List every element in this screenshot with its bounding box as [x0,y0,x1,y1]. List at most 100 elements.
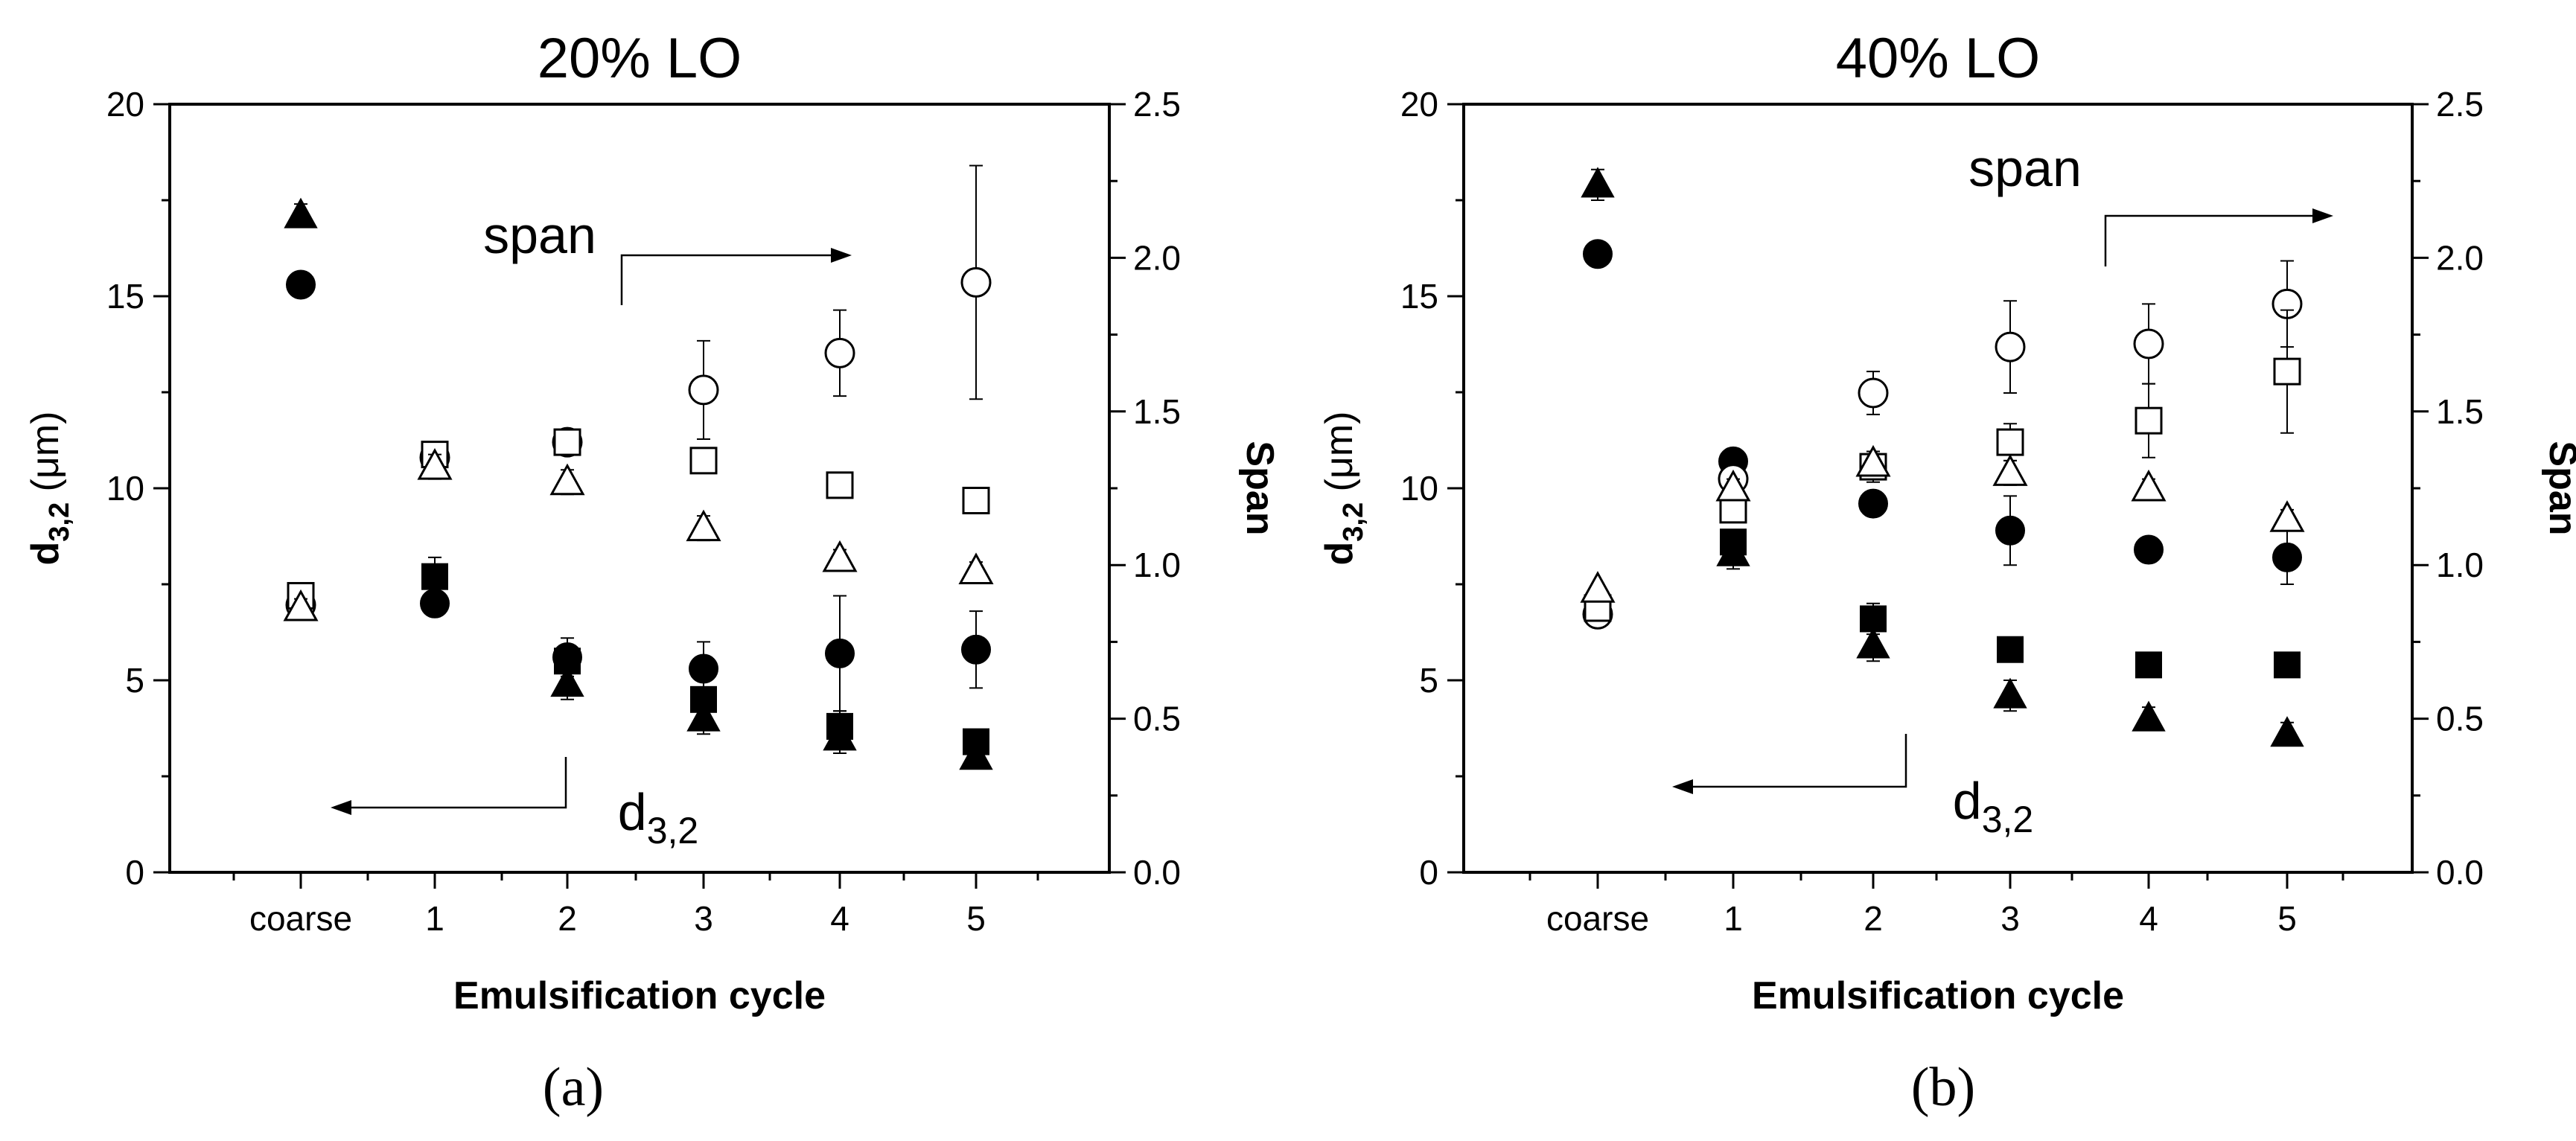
data-point [2135,651,2162,679]
data-point [689,653,718,684]
y2-tick-label: 0.0 [2436,853,2484,892]
panel-caption: (b) [1911,1057,1975,1118]
span-arrow-head [831,248,852,263]
data-point [688,374,719,406]
x-tick-label: 5 [2277,899,2297,938]
data-point [826,712,853,740]
y2-axis-label: Span [2541,441,2576,535]
data-point [826,471,854,499]
data-point [1856,627,1890,659]
x-tick-label: 5 [966,899,986,938]
data-point [1860,605,1887,633]
data-point [825,638,855,668]
data-point [2133,328,2164,359]
x-axis-label: Emulsification cycle [453,974,826,1017]
data-point [690,685,717,713]
y2-tick-label: 0.5 [2436,700,2484,738]
data-point [550,666,584,697]
data-point [958,552,994,584]
d32-annotation-sub: 3,2 [1982,799,2034,840]
data-point [1855,444,1891,477]
span-arrow-head [2312,208,2333,223]
data-point [1996,428,2024,456]
y-tick-label: 5 [1419,661,1438,700]
data-point [2132,700,2166,732]
panel-b: 40% LO 0 5 10 15 20 0.0 0.5 1.0 1.5 2.0 2.5 coarse 1 2… [1318,27,2576,1118]
y-tick-label: 20 [106,85,144,124]
data-point [1858,488,1888,519]
data-point [1995,515,2025,546]
data-point [284,197,318,228]
y-tick-label: 0 [125,853,144,892]
y2-tick-label: 2.5 [2436,85,2484,124]
series-d3-2-triangle [1581,167,2304,747]
series-d3-2-circle [286,269,991,712]
d32-arrow-line [334,757,567,809]
x-tick-label: 4 [830,899,849,938]
span-annotation: span [483,206,596,264]
span-annotation: span [1968,139,2082,197]
d32-annotation-main: d [1953,772,1982,830]
data-point [961,634,991,665]
y2-tick-label: 0.0 [1133,853,1181,892]
y-axis-label: d3,2 (μm) [1318,412,1369,566]
y2-tick-label: 1.0 [2436,546,2484,584]
data-point [553,428,581,456]
series-span-triangle [283,448,994,621]
series-d3-2-circle [1583,239,2302,585]
series-span-square [1584,309,2301,622]
series-span-square [287,428,990,610]
y-tick-label: 5 [125,661,144,700]
data-point [960,266,992,298]
d32-annotation-main: d [618,783,647,841]
series-d3-2-square [1720,528,2301,679]
data-point [824,337,855,368]
x-tick-label: 2 [558,899,577,938]
data-point [2269,500,2305,532]
y2-tick-label: 0.5 [1133,700,1181,738]
d32-arrow-head [1672,779,1693,794]
series-span-circle [1582,260,2303,630]
panel-caption: (a) [543,1057,604,1118]
data-point [1992,454,2028,486]
y2-tick-label: 2.0 [1133,238,1181,277]
d32-arrow-line [1675,734,1907,788]
data-point [2131,469,2167,502]
d32-arrow-head [331,800,351,815]
data-point [1858,377,1889,409]
data-point [554,648,581,675]
data-point [2273,357,2301,386]
data-point [2270,716,2304,747]
y-tick-label: 15 [1400,277,1438,316]
data-point [417,448,453,480]
d32-annotation: d3,2 [1953,772,2033,840]
data-point [1995,331,2026,362]
data-point [962,487,990,515]
y-axis-label-sub: 3,2 [44,502,75,542]
y-tick-label: 15 [106,277,144,316]
y2-tick-label: 1.5 [2436,392,2484,431]
x-tick-label: 1 [425,899,444,938]
series-span-triangle [1580,444,2305,603]
panel-a: 20% LO 0 5 10 15 20 0.0 0.5 1.0 1.5 2.0 2.5 coarse 1 2… [24,27,1281,1118]
data-point [2274,651,2301,679]
data-point [2134,534,2164,565]
x-tick-label: 4 [2139,899,2158,938]
x-tick-label: coarse [1546,899,1649,938]
data-point [1720,528,1747,556]
data-point [1997,636,2024,663]
data-point [963,728,989,755]
data-point [283,589,319,621]
data-point [686,509,721,542]
y-tick-label: 20 [1400,85,1438,124]
y2-tick-label: 2.0 [2436,238,2484,277]
y2-tick-label: 1.5 [1133,392,1181,431]
x-axis-label: Emulsification cycle [1752,974,2124,1017]
data-point [1580,571,1616,603]
x-tick-label: 3 [2000,899,2020,938]
x-tick-label: 3 [694,899,713,938]
data-point [1993,677,2027,709]
y-axis-label-unit: (μm) [1318,412,1361,502]
data-point [421,563,448,590]
